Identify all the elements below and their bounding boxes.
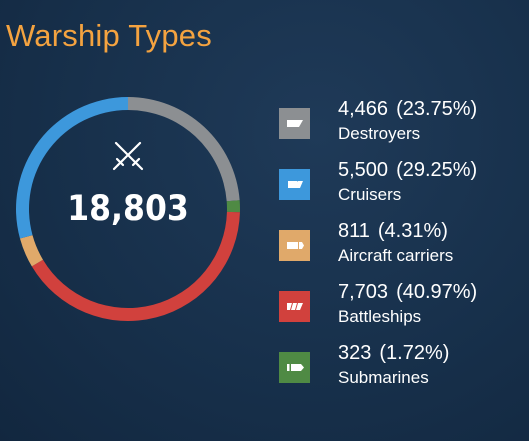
legend-percent: (40.97%): [396, 281, 478, 303]
legend-value: 5,500: [338, 159, 389, 181]
donut-slice-submarines: [226, 200, 240, 213]
destroyer-icon: [279, 108, 310, 139]
legend-percent: (29.25%): [396, 159, 478, 181]
legend-percent: (1.72%): [379, 342, 450, 364]
total-count: 18,803: [67, 189, 189, 229]
legend-label: Submarines: [338, 368, 429, 387]
submarine-icon: [279, 352, 310, 383]
legend-value: 4,466: [338, 98, 389, 120]
donut-chart: 18,803: [16, 97, 240, 321]
legend-label: Cruisers: [338, 185, 402, 204]
legend-percent: (23.75%): [396, 98, 478, 120]
legend-label: Destroyers: [338, 124, 421, 143]
donut-slice-destroyers: [128, 97, 240, 202]
battleship-icon: [279, 291, 310, 322]
cruiser-icon: [279, 169, 310, 200]
donut-slice-aircraft-carriers: [19, 235, 43, 267]
crossed-swords-icon: [110, 139, 146, 173]
legend-label: Battleships: [338, 307, 422, 326]
donut-slice-battleships: [31, 211, 240, 321]
aircraft-carrier-icon: [279, 230, 310, 261]
legend-label: Aircraft carriers: [338, 246, 454, 265]
donut-slice-cruisers: [16, 97, 128, 239]
legend-percent: (4.31%): [377, 220, 448, 242]
donut-svg: [16, 97, 240, 321]
legend-value: 811: [338, 220, 370, 242]
legend-value: 323: [338, 342, 372, 364]
legend-value: 7,703: [338, 281, 389, 303]
chart-title: Warship Types: [6, 18, 212, 53]
